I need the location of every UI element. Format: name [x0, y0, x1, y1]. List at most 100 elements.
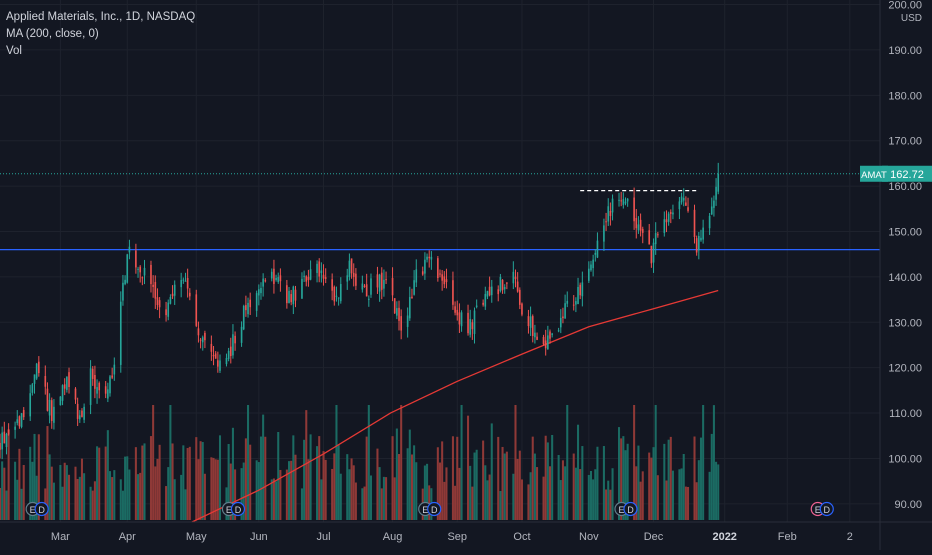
volume-bar [637, 445, 640, 520]
candle-body [695, 238, 698, 253]
candle-body [124, 279, 126, 285]
candle-body [551, 333, 553, 335]
volume-bar [548, 466, 552, 520]
volume-bar [227, 443, 230, 520]
candle-body [214, 353, 217, 359]
volume-bar [242, 462, 245, 520]
volume-bar [501, 446, 504, 520]
volume-bar [300, 488, 303, 520]
candle-body [501, 279, 504, 291]
last-price-label: 162.72 [890, 169, 924, 181]
volume-bar [240, 468, 243, 520]
volume-bar [717, 464, 720, 520]
volume-bar [531, 436, 534, 520]
x-tick-label: Feb [778, 531, 797, 543]
volume-bar [391, 436, 394, 520]
volume-bar [589, 470, 593, 520]
candle-body [637, 224, 640, 231]
volume-bar [165, 486, 168, 520]
candle-body [562, 316, 564, 319]
candle-body [137, 268, 139, 270]
volume-bar [702, 405, 705, 520]
volume-bar [98, 447, 101, 520]
candle-body [426, 256, 428, 260]
volume-bar [697, 460, 700, 520]
volume-bar [121, 490, 124, 520]
candle-body [201, 337, 204, 343]
candle-body [590, 264, 592, 271]
candle-body [258, 289, 260, 296]
candle-body [335, 295, 338, 297]
volume-bar [572, 453, 575, 520]
candle-body [309, 269, 312, 280]
drawn-lines[interactable] [0, 173, 880, 251]
volume-bar [287, 461, 291, 520]
candle-body [544, 340, 547, 349]
volume-bar [650, 457, 653, 520]
volume-bar [52, 482, 55, 520]
volume-bar [149, 436, 153, 520]
x-tick-label: Mar [51, 531, 70, 543]
volume-bar [712, 405, 715, 520]
symbol-title[interactable]: Applied Materials, Inc., 1D, NASDAQ [6, 11, 196, 23]
volume-bar [203, 473, 206, 520]
candle-body [626, 198, 629, 202]
candle-body [471, 322, 474, 330]
volume-bar [665, 480, 668, 520]
x-tick-label: Oct [513, 531, 530, 543]
ma-indicator-label[interactable]: MA (200, close, 0) [6, 28, 99, 40]
candle-body [346, 275, 349, 282]
volume-bar [244, 438, 247, 520]
volume-indicator-label[interactable]: Vol [6, 45, 22, 57]
candle-body [182, 279, 185, 281]
candle-body [620, 200, 622, 202]
volume-bar [65, 465, 68, 520]
volume-bar [134, 447, 137, 520]
volume-bar [167, 467, 170, 520]
volume-bar [257, 462, 260, 520]
candle-body [76, 403, 79, 419]
candle-body [0, 442, 1, 450]
candle-body [5, 433, 8, 448]
candle-body [260, 287, 262, 294]
currency-label: USD [901, 13, 922, 24]
volume-bar [348, 469, 351, 520]
volume-bar [91, 490, 94, 520]
volume-bar [484, 465, 487, 520]
symbol-tag [860, 165, 888, 182]
volume-bar [195, 437, 198, 520]
candle-body [663, 219, 666, 233]
volume-bar [106, 430, 109, 520]
volume-bar [451, 436, 454, 520]
volume-bar [471, 486, 474, 520]
candle-body [305, 276, 308, 282]
moving-average [191, 289, 719, 523]
volume-bar [557, 454, 560, 520]
dividend-marker-label: D [627, 505, 634, 515]
candle-body [141, 277, 144, 279]
candlesticks[interactable] [0, 162, 720, 460]
candle-body [59, 396, 62, 406]
volume-bar [279, 469, 282, 520]
candle-body [680, 196, 683, 203]
candle-body [370, 278, 372, 295]
candle-body [708, 215, 711, 229]
candle-body [557, 330, 560, 332]
volume-bar [436, 447, 439, 520]
candle-body [467, 312, 469, 334]
x-tick-label: 2 [847, 531, 853, 543]
volume-bar [78, 476, 81, 520]
y-tick-label: 140.00 [888, 272, 922, 284]
volume-bar [609, 489, 612, 520]
volume-bar [482, 440, 485, 520]
volume-bar [382, 476, 385, 520]
volume-bar [475, 449, 478, 520]
candle-body [173, 284, 176, 296]
volume-bar [182, 445, 185, 520]
candle-body [443, 276, 446, 285]
volume-bar [512, 473, 515, 520]
